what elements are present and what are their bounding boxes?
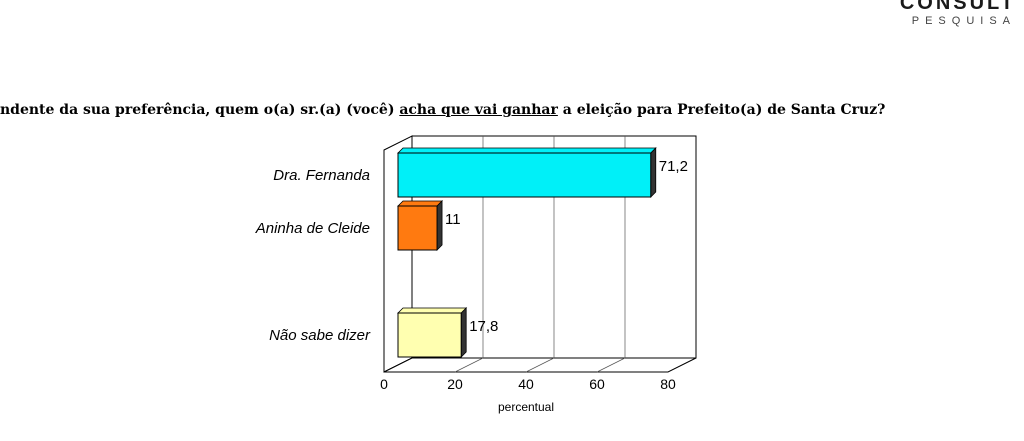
tick-label-80: 80 xyxy=(660,376,676,392)
value-label-0: 71,2 xyxy=(659,158,688,175)
question-text: ndente da sua preferência, quem o(a) sr.… xyxy=(0,102,885,118)
category-label-1: Aninha de Cleide xyxy=(255,220,370,237)
category-label-0: Dra. Fernanda xyxy=(273,167,370,184)
x-axis-label: percentual xyxy=(498,400,554,414)
bar-1 xyxy=(397,205,438,251)
logo-subtitle: PESQUISA xyxy=(911,15,1016,27)
bar-top-2 xyxy=(397,307,468,314)
floor-gridline-40 xyxy=(525,357,555,373)
category-label-2: Não sabe dizer xyxy=(269,327,371,344)
floor-gridline-60 xyxy=(596,357,626,373)
bar-top-0 xyxy=(397,147,657,154)
question-underlined: acha que vai ganhar xyxy=(399,102,558,118)
logo-name: CONSULT xyxy=(899,0,1016,14)
question-part-2: a eleição para Prefeito(a) de Santa Cruz… xyxy=(557,102,886,118)
floor-gridline-20 xyxy=(454,357,484,373)
value-label-2: 17,8 xyxy=(469,318,498,335)
bar-side-2 xyxy=(460,307,467,358)
tick-label-60: 60 xyxy=(589,376,605,392)
value-label-1: 11 xyxy=(445,211,461,228)
bar-top-1 xyxy=(397,200,444,207)
bar-side-1 xyxy=(436,200,443,251)
bar-2 xyxy=(397,312,462,358)
tick-label-40: 40 xyxy=(518,376,534,392)
bar-side-0 xyxy=(650,147,657,198)
tick-label-20: 20 xyxy=(447,376,463,392)
question-part-1: ndente da sua preferência, quem o(a) sr.… xyxy=(0,102,400,118)
logo: CONSULT PESQUISA xyxy=(900,0,1016,28)
tick-label-0: 0 xyxy=(380,376,388,392)
bar-0 xyxy=(397,152,652,198)
